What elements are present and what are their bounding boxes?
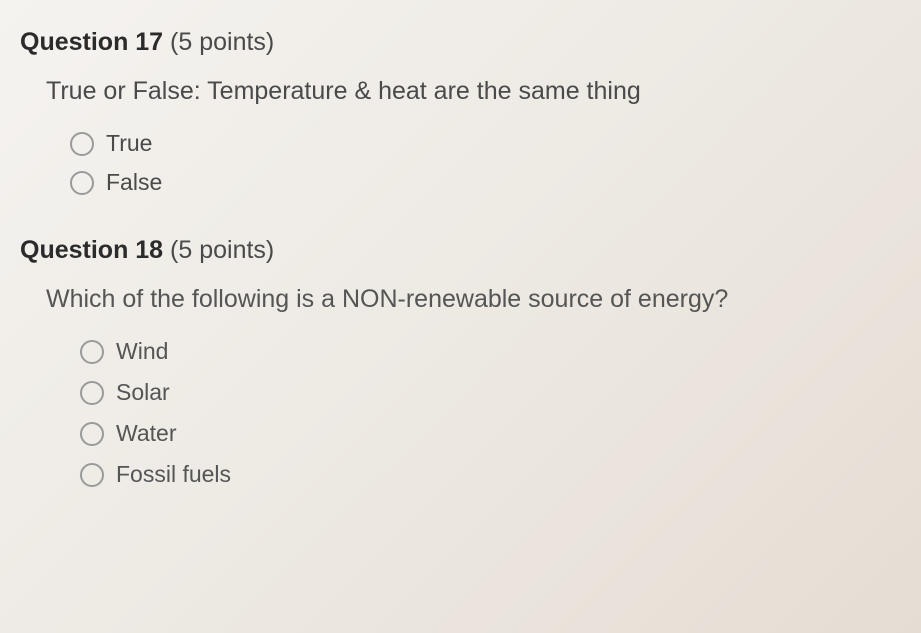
question-18-block: Question 18 (5 points) Which of the foll… xyxy=(20,236,901,488)
option-label-true: True xyxy=(106,130,152,157)
option-water[interactable]: Water xyxy=(80,420,901,447)
question-17-options: True False xyxy=(70,130,901,196)
option-wind[interactable]: Wind xyxy=(80,338,901,365)
option-label-solar: Solar xyxy=(116,379,170,406)
question-17-header: Question 17 (5 points) xyxy=(20,28,901,57)
question-18-text: Which of the following is a NON-renewabl… xyxy=(46,285,901,314)
question-17-points: (5 points) xyxy=(170,28,274,56)
option-false[interactable]: False xyxy=(70,169,901,196)
option-fossil-fuels[interactable]: Fossil fuels xyxy=(80,461,901,488)
option-solar[interactable]: Solar xyxy=(80,379,901,406)
question-18-points: (5 points) xyxy=(170,236,274,264)
question-18-header: Question 18 (5 points) xyxy=(20,236,901,265)
radio-icon xyxy=(80,340,104,364)
radio-icon xyxy=(80,463,104,487)
radio-icon xyxy=(70,171,94,195)
radio-icon xyxy=(80,422,104,446)
option-label-water: Water xyxy=(116,420,177,447)
question-17-text: True or False: Temperature & heat are th… xyxy=(46,77,901,106)
question-17-number: Question 17 xyxy=(20,28,163,56)
option-true[interactable]: True xyxy=(70,130,901,157)
option-label-false: False xyxy=(106,169,162,196)
option-label-fossil-fuels: Fossil fuels xyxy=(116,461,231,488)
radio-icon xyxy=(80,381,104,405)
question-18-number: Question 18 xyxy=(20,236,163,264)
option-label-wind: Wind xyxy=(116,338,168,365)
radio-icon xyxy=(70,132,94,156)
question-17-block: Question 17 (5 points) True or False: Te… xyxy=(20,28,901,196)
question-18-options: Wind Solar Water Fossil fuels xyxy=(80,338,901,488)
